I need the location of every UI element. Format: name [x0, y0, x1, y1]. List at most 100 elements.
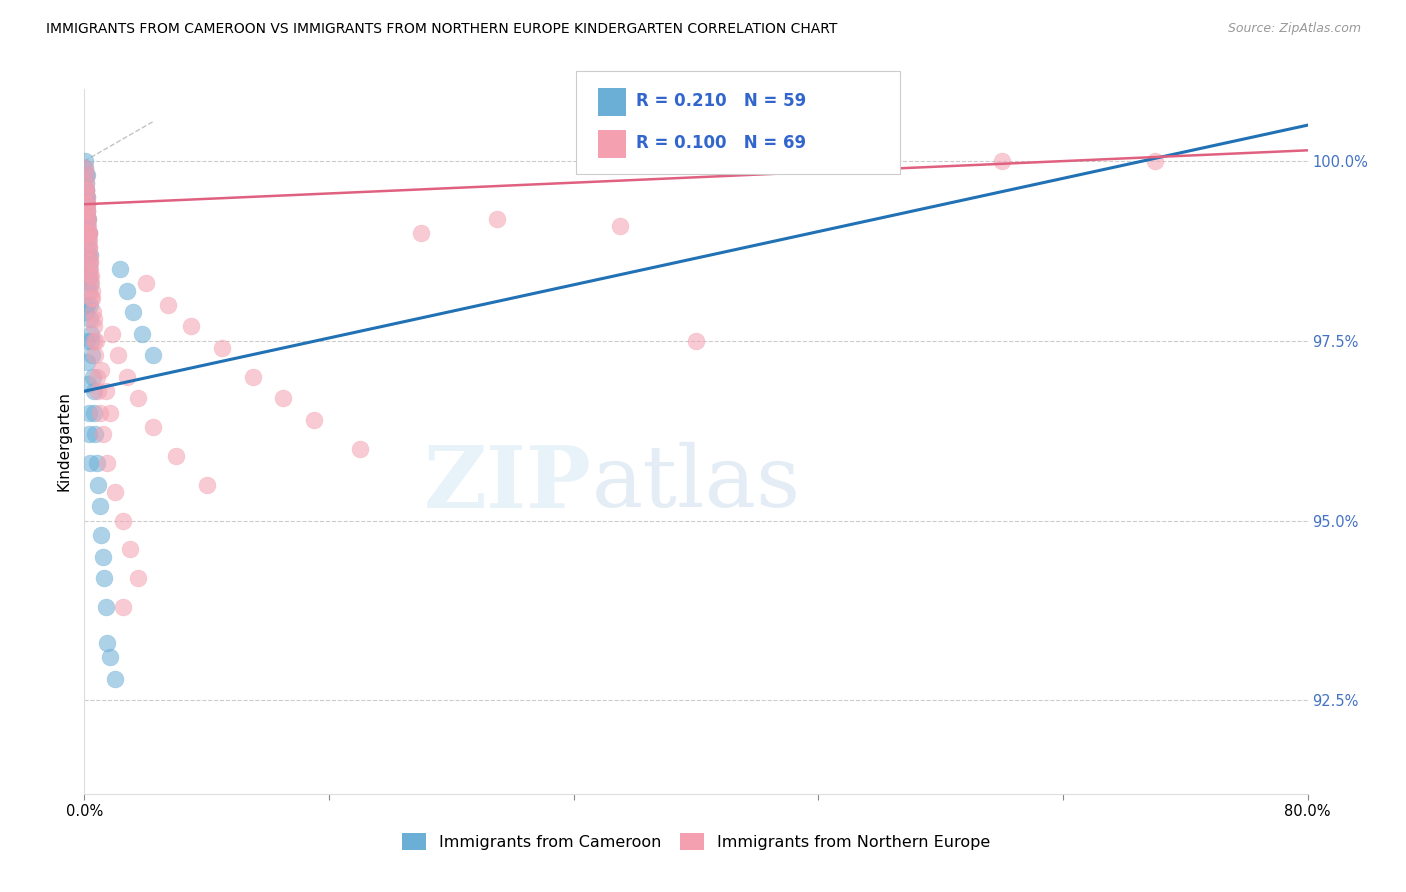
Point [83, 334, 105, 348]
Point [76, 211, 98, 226]
Point [96, 456, 118, 470]
Point [75, 183, 97, 197]
Point [79, 254, 101, 268]
Point [76, 377, 98, 392]
Point [96, 636, 118, 650]
Point [111, 599, 134, 614]
Point [80, 269, 103, 284]
Point [409, 226, 432, 240]
Point [77, 427, 100, 442]
Point [75, 169, 97, 183]
Point [75, 183, 97, 197]
Point [79, 247, 101, 261]
Point [75, 176, 97, 190]
Point [685, 334, 707, 348]
Point [115, 284, 138, 298]
Point [101, 326, 124, 341]
Point [75, 154, 97, 169]
Point [991, 154, 1014, 169]
Point [1143, 154, 1166, 169]
Point [77, 240, 100, 254]
Point [80, 326, 103, 341]
Point [77, 247, 100, 261]
Point [115, 369, 138, 384]
Point [195, 477, 218, 491]
Text: atlas: atlas [592, 442, 801, 525]
Point [76, 298, 98, 312]
Point [80, 348, 103, 362]
Point [242, 369, 264, 384]
Point [79, 269, 101, 284]
Point [108, 262, 131, 277]
Text: ZIP: ZIP [425, 442, 592, 525]
Point [84, 334, 107, 348]
Point [120, 542, 142, 557]
Point [77, 226, 100, 240]
Point [87, 384, 110, 399]
Text: R = 0.100   N = 69: R = 0.100 N = 69 [636, 135, 806, 153]
Point [75, 305, 97, 319]
Point [157, 298, 180, 312]
Point [80, 291, 103, 305]
Point [77, 226, 100, 240]
Point [79, 312, 101, 326]
Point [75, 197, 97, 211]
Point [135, 277, 157, 291]
Point [75, 183, 97, 197]
Point [609, 219, 631, 233]
Point [94, 384, 117, 399]
Y-axis label: Kindergarten: Kindergarten [56, 392, 72, 491]
Point [104, 484, 127, 499]
Point [180, 319, 202, 334]
Point [76, 197, 98, 211]
Point [142, 348, 165, 362]
Point [79, 262, 101, 277]
Point [79, 284, 101, 298]
Point [271, 392, 294, 406]
Point [104, 672, 127, 686]
Point [165, 449, 187, 463]
Point [76, 204, 98, 219]
Point [79, 254, 101, 268]
Point [91, 549, 114, 564]
Point [90, 528, 112, 542]
Point [76, 211, 98, 226]
Point [76, 334, 98, 348]
Point [77, 226, 100, 240]
Point [76, 211, 98, 226]
Point [76, 190, 98, 204]
Point [127, 571, 149, 585]
Point [77, 240, 100, 254]
Point [75, 226, 97, 240]
Point [86, 456, 108, 470]
Point [89, 500, 111, 514]
Point [80, 291, 103, 305]
Point [80, 334, 103, 348]
Point [76, 190, 98, 204]
Point [302, 413, 325, 427]
Point [83, 319, 105, 334]
Point [77, 406, 100, 420]
Point [75, 176, 97, 190]
Point [83, 406, 105, 420]
Point [75, 161, 97, 176]
Point [87, 477, 110, 491]
Point [91, 427, 114, 442]
Point [80, 277, 103, 291]
Point [79, 298, 101, 312]
Point [75, 183, 97, 197]
Point [211, 341, 233, 355]
Point [75, 190, 97, 204]
Point [77, 233, 100, 247]
Point [75, 161, 97, 176]
Text: R = 0.210   N = 59: R = 0.210 N = 59 [636, 92, 806, 110]
Text: Source: ZipAtlas.com: Source: ZipAtlas.com [1227, 22, 1361, 36]
Point [90, 362, 112, 376]
Point [76, 169, 98, 183]
Point [82, 369, 104, 384]
Legend: Immigrants from Cameroon, Immigrants from Northern Europe: Immigrants from Cameroon, Immigrants fro… [395, 826, 997, 856]
Point [98, 650, 121, 665]
Point [93, 571, 115, 585]
Point [76, 197, 98, 211]
Point [76, 355, 98, 369]
